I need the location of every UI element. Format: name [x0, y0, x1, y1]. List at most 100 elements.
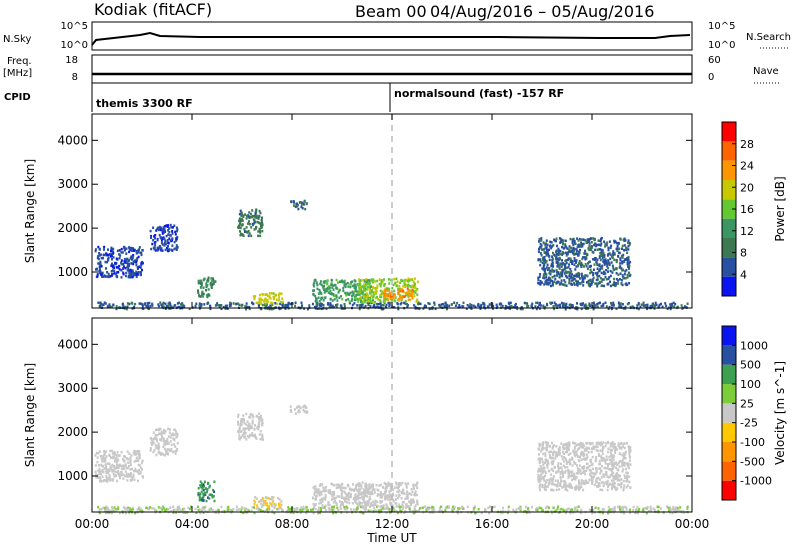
data-cell [559, 241, 562, 244]
data-cell [590, 241, 593, 244]
data-cell [117, 271, 120, 274]
data-cell [299, 201, 302, 204]
data-cell [413, 304, 416, 307]
data-cell [544, 488, 547, 492]
data-cell [602, 445, 604, 449]
data-cell [542, 266, 545, 269]
data-cell [259, 234, 262, 238]
data-cell [451, 509, 454, 512]
data-cell [618, 479, 621, 482]
data-cell [157, 246, 160, 249]
data-cell [587, 260, 590, 264]
data-cell [579, 455, 582, 459]
data-cell [534, 305, 537, 308]
data-cell [370, 502, 373, 506]
data-cell [102, 455, 105, 459]
data-cell [239, 424, 242, 428]
data-cell [239, 234, 242, 237]
data-cell [195, 511, 198, 514]
data-cell [572, 243, 575, 246]
data-cell [334, 496, 337, 500]
freq-panel-frame [91, 54, 693, 84]
data-cell [582, 256, 585, 259]
data-cell [245, 217, 248, 220]
data-cell [166, 225, 169, 228]
data-cell [247, 428, 250, 432]
data-cell [546, 463, 548, 467]
data-cell [410, 501, 413, 504]
data-cell [315, 281, 318, 284]
data-cell [612, 303, 615, 306]
data-cell [330, 498, 333, 501]
data-cell [320, 302, 323, 306]
data-cell [407, 289, 410, 293]
colorbar-tick-label: 28 [740, 138, 754, 151]
data-cell [552, 489, 555, 492]
data-cell [203, 303, 206, 306]
data-cell [167, 229, 170, 232]
data-cell [124, 463, 127, 466]
data-cell [323, 505, 326, 509]
data-cell [318, 288, 321, 292]
data-cell [128, 452, 131, 455]
data-cell [259, 298, 262, 301]
data-cell [281, 303, 284, 307]
data-cell [161, 232, 164, 235]
data-cell [313, 488, 316, 491]
data-cell [261, 223, 264, 227]
data-cell [329, 297, 332, 301]
data-cell [425, 509, 428, 512]
data-cell [343, 304, 346, 308]
data-cell [141, 268, 143, 272]
data-cell [627, 265, 629, 268]
data-cell [242, 511, 245, 515]
data-cell [271, 303, 274, 306]
data-cell [590, 270, 593, 274]
data-cell [108, 469, 111, 473]
data-cell [543, 257, 546, 261]
data-cell [600, 481, 603, 484]
data-cell [127, 475, 130, 478]
data-cell [312, 506, 315, 509]
data-cell [202, 295, 204, 298]
data-cell [567, 250, 570, 254]
data-cell [560, 282, 563, 286]
data-cell [138, 248, 140, 251]
data-cell [388, 301, 391, 305]
data-cell [580, 479, 583, 482]
data-cell [255, 301, 258, 305]
data-cell [524, 510, 527, 513]
data-cell [606, 488, 609, 492]
data-cell [619, 475, 622, 478]
data-cell [116, 451, 119, 454]
data-cell [359, 298, 361, 301]
data-cell [453, 301, 456, 304]
data-cell [542, 463, 545, 466]
data-cell [614, 486, 617, 489]
data-cell [244, 213, 247, 216]
data-cell [632, 509, 635, 512]
data-cell [623, 273, 626, 276]
data-cell [162, 453, 165, 456]
data-cell [559, 257, 561, 260]
data-cell [458, 306, 461, 309]
data-cell [622, 253, 625, 257]
data-cell [94, 249, 97, 253]
data-cell [582, 275, 585, 278]
data-cell [552, 244, 555, 247]
data-cell [157, 228, 160, 232]
data-cell [444, 301, 447, 304]
data-cell [561, 270, 564, 273]
data-cell [556, 263, 559, 266]
data-cell [512, 305, 515, 309]
data-cell [248, 415, 251, 419]
data-cell [580, 472, 583, 475]
data-cell [264, 302, 267, 305]
data-cell [246, 508, 249, 512]
data-cell [628, 281, 631, 285]
cpid-label: CPID [4, 92, 31, 103]
data-cell [240, 211, 243, 215]
data-cell [559, 305, 562, 308]
data-cell [551, 511, 554, 515]
data-cell [335, 286, 338, 290]
